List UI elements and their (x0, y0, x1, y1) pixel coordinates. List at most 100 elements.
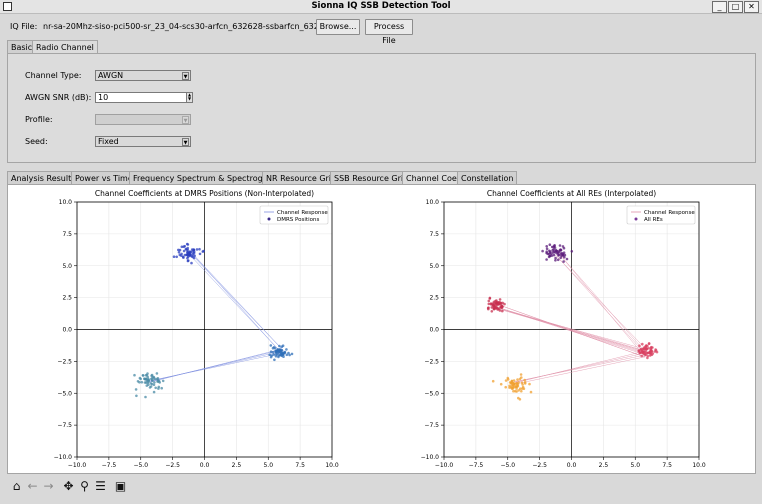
x-tick-label: 5.0 (630, 462, 640, 469)
close-button[interactable]: ✕ (744, 1, 759, 13)
data-point (143, 377, 146, 380)
plot-toolbar: ⌂ ← → ✥ ⚲ ☰ ▣ (0, 476, 762, 498)
data-point (639, 348, 643, 351)
data-point (521, 383, 524, 386)
data-point (177, 251, 181, 254)
data-point (278, 353, 282, 357)
data-point (156, 377, 160, 380)
tab-radio-channel[interactable]: Radio Channel (32, 40, 98, 55)
data-point (655, 350, 659, 354)
awgn-snr-spinbox[interactable]: 10 ▲ ▼ (95, 92, 193, 103)
zoom-icon[interactable]: ⚲ (80, 479, 89, 493)
tab-frequency-spectrum[interactable]: Frequency Spectrum & Spectrogram (129, 171, 283, 185)
data-point (565, 257, 569, 261)
data-point (191, 250, 194, 253)
tab-ssb-resource-grid[interactable]: SSB Resource Grid (330, 171, 413, 185)
data-point (501, 309, 504, 313)
data-point (492, 305, 496, 309)
data-point (529, 390, 533, 394)
data-point (570, 250, 574, 253)
x-tick-label: 7.5 (662, 462, 672, 469)
data-point (541, 249, 544, 253)
data-point (509, 381, 513, 385)
maximize-button[interactable]: □ (728, 1, 743, 13)
tab-analysis-results[interactable]: Analysis Results (7, 171, 80, 185)
legend-label: Channel Response (644, 210, 695, 216)
configure-icon[interactable]: ☰ (95, 479, 106, 493)
data-point (644, 353, 647, 357)
chevron-down-icon: ▼ (182, 116, 189, 124)
data-point (273, 358, 276, 362)
data-point (487, 299, 491, 303)
x-tick-label: −7.5 (469, 462, 484, 469)
channel-response-line (149, 250, 279, 383)
data-point (280, 345, 284, 348)
x-tick-label: −10.0 (435, 462, 454, 469)
x-tick-label: 7.5 (295, 462, 305, 469)
channel-response-line (149, 252, 283, 382)
data-point (641, 342, 644, 346)
save-icon[interactable]: ▣ (114, 479, 127, 493)
minimize-button[interactable]: _ (712, 1, 727, 13)
data-point (192, 248, 195, 251)
channel-type-select[interactable]: AWGN ▼ (95, 70, 191, 81)
data-point (186, 253, 189, 256)
data-point (188, 251, 192, 255)
data-point (271, 346, 275, 350)
data-point (650, 345, 653, 349)
tab-power-vs-time[interactable]: Power vs Time (71, 171, 137, 185)
y-tick-label: 10.0 (426, 199, 440, 206)
y-tick-label: −7.5 (424, 422, 439, 429)
cluster-2 (486, 296, 506, 313)
data-point (650, 353, 654, 356)
data-point (138, 376, 142, 380)
data-point (154, 386, 157, 390)
iq-file-label: IQ File: (10, 22, 38, 31)
seed-select[interactable]: Fixed ▼ (95, 136, 191, 147)
spin-arrows-icon[interactable]: ▲ ▼ (186, 92, 192, 102)
back-icon[interactable]: ← (27, 479, 38, 493)
pan-icon[interactable]: ✥ (63, 479, 74, 493)
data-point (136, 380, 140, 383)
legend-point-swatch (267, 217, 271, 221)
data-point (490, 306, 494, 309)
tab-constellation[interactable]: Constellation (457, 171, 518, 185)
process-file-button[interactable]: Process File (365, 19, 413, 45)
browse-button[interactable]: Browse... (316, 19, 360, 35)
data-point (637, 349, 641, 352)
data-point (183, 244, 186, 248)
data-point (158, 381, 161, 384)
data-point (515, 385, 519, 389)
channel-response-line (149, 254, 281, 382)
data-point (518, 387, 522, 390)
data-point (561, 245, 565, 248)
app-icon (3, 2, 12, 11)
profile-select[interactable]: ▼ (95, 114, 191, 125)
data-point (560, 254, 563, 258)
data-point (153, 381, 156, 384)
y-tick-label: −2.5 (424, 358, 439, 365)
data-point (151, 376, 154, 379)
data-point (641, 351, 644, 355)
data-point (503, 302, 506, 306)
seed-value: Fixed (98, 137, 119, 146)
legend-label: All REs (644, 217, 663, 223)
home-icon[interactable]: ⌂ (12, 479, 21, 493)
data-point (180, 245, 184, 249)
x-tick-label: −10.0 (68, 462, 87, 469)
profile-label: Profile: (25, 115, 53, 124)
tab-nr-resource-grid[interactable]: NR Resource Grid (262, 171, 341, 185)
data-point (141, 374, 145, 377)
data-point (269, 350, 273, 353)
data-point (545, 251, 548, 255)
data-point (278, 348, 282, 352)
data-point (278, 350, 281, 354)
plot-canvas[interactable]: Channel Coefficients at DMRS Positions (… (7, 184, 756, 474)
data-point (491, 379, 495, 383)
data-point (152, 390, 156, 394)
data-point (545, 247, 549, 251)
data-point (150, 373, 154, 377)
data-point (135, 394, 138, 398)
window-title: Sionna IQ SSB Detection Tool (311, 1, 451, 11)
forward-icon[interactable]: → (43, 479, 54, 493)
